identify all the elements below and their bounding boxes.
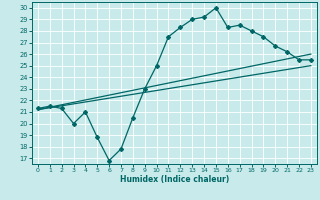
X-axis label: Humidex (Indice chaleur): Humidex (Indice chaleur) [120,175,229,184]
